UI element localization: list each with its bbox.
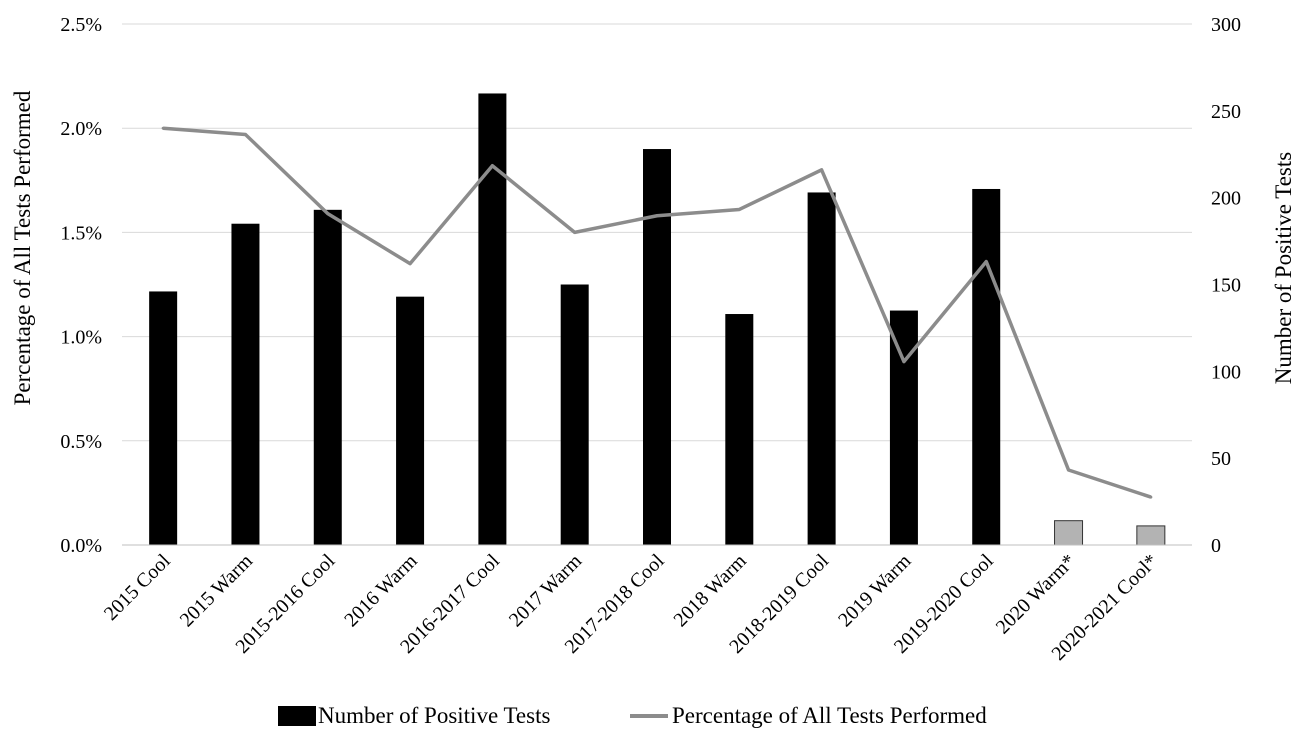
right-tick-label: 100 [1211, 361, 1241, 383]
line-point [737, 207, 741, 211]
legend-label-positive-tests: Number of Positive Tests [318, 703, 551, 728]
left-tick-label: 0.0% [60, 535, 102, 557]
chart: 0.0% 0.5% 1.0% 1.5% 2.0% 2.5% 0 50 100 150 200 250… [10, 14, 1296, 665]
bar [560, 284, 589, 545]
x-tick-label: 2016 Warm [340, 550, 422, 632]
right-tick-label: 50 [1211, 448, 1231, 470]
line-point [243, 132, 247, 136]
left-tick-label: 0.5% [60, 431, 102, 453]
bar [149, 291, 178, 545]
x-tick-label: 2018 Warm [670, 550, 752, 632]
line-point [408, 262, 412, 266]
right-tick-label: 250 [1211, 101, 1241, 123]
left-tick-label: 1.0% [60, 327, 102, 349]
x-tick-label: 2019 Warm [834, 550, 916, 632]
bar [396, 296, 425, 545]
line-point [655, 214, 659, 218]
bar [972, 188, 1001, 545]
right-axis-title: Number of Positive Tests [1271, 152, 1296, 384]
bar [478, 93, 507, 545]
left-axis-title: Percentage of All Tests Performed [10, 90, 35, 405]
left-tick-label: 2.5% [60, 14, 102, 36]
line-point [820, 168, 824, 172]
legend-label-percentage: Percentage of All Tests Performed [672, 703, 987, 728]
bar [313, 209, 342, 545]
bar [231, 223, 260, 545]
bars [149, 93, 1166, 546]
legend-item-bar: Number of Positive Tests [278, 703, 550, 729]
legend-bar-swatch [278, 706, 316, 726]
line-point [573, 230, 577, 234]
left-tick-label: 2.0% [60, 118, 102, 140]
line-point [1149, 495, 1153, 499]
line-point [902, 360, 906, 364]
x-tick-label: 2015 Cool [100, 550, 175, 625]
left-axis-ticks: 0.0% 0.5% 1.0% 1.5% 2.0% 2.5% [60, 14, 102, 557]
bar [1054, 520, 1084, 546]
bar [807, 192, 836, 545]
left-tick-label: 1.5% [60, 222, 102, 244]
right-tick-label: 0 [1211, 535, 1221, 557]
line-point [326, 212, 330, 216]
right-tick-label: 150 [1211, 275, 1241, 297]
line-point [984, 260, 988, 264]
legend-line-swatch [630, 714, 668, 718]
x-tick-label: 2017 Warm [505, 550, 587, 632]
right-tick-label: 300 [1211, 14, 1241, 36]
x-tick-label: 2020 Warm* [992, 550, 1080, 638]
legend: Number of Positive Tests Percentage of A… [0, 703, 1309, 731]
line-series [161, 126, 1153, 499]
line-point [1067, 468, 1071, 472]
bar [725, 314, 754, 545]
bar [889, 310, 918, 545]
right-axis-ticks: 0 50 100 150 200 250 300 [1211, 14, 1241, 557]
bar [1136, 525, 1166, 546]
legend-item-line: Percentage of All Tests Performed [630, 703, 987, 729]
right-tick-label: 200 [1211, 188, 1241, 210]
x-tick-label: 2015 Warm [176, 550, 258, 632]
line-point [161, 126, 165, 130]
bar [643, 149, 671, 546]
line-point [490, 164, 494, 168]
